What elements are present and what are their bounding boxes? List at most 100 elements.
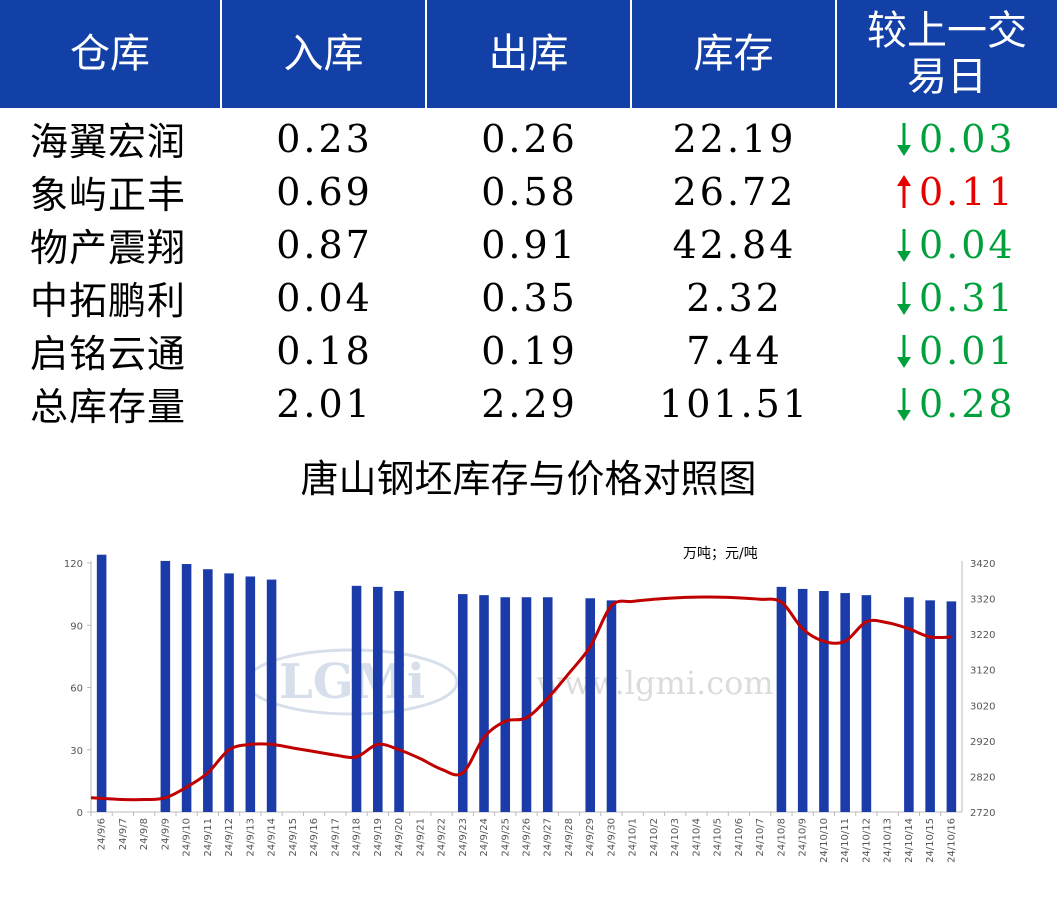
inbound-value: 0.87 (276, 222, 373, 267)
x-tick-label: 24/9/13 (245, 818, 256, 857)
x-tick-label: 24/9/8 (139, 818, 150, 850)
inventory-bar (521, 597, 532, 812)
arrow-down-icon (897, 122, 911, 156)
change-value: 0.31 (919, 275, 1016, 320)
outbound-value: 0.35 (481, 275, 578, 320)
inventory-bar (542, 597, 553, 812)
inventory-bar (373, 586, 383, 812)
y-right-tick-label: 3320 (970, 595, 995, 606)
outbound-value: 0.58 (481, 169, 578, 214)
x-tick-label: 24/9/29 (585, 818, 596, 857)
inventory-bar (819, 591, 829, 812)
chart-area: LGMiwww.lgmi.com 0 30 60 90 120 2720 2820 2920 30… (0, 430, 1057, 907)
stock-value: 101.51 (659, 381, 810, 426)
x-tick-label: 24/9/22 (437, 818, 448, 857)
x-tick-label: 24/9/24 (479, 818, 490, 857)
y-left-tick-label: 0 (77, 808, 83, 819)
x-tick-label: 24/9/16 (309, 818, 320, 857)
y-right-tick-label: 2820 (970, 772, 995, 783)
arrow-down-icon (897, 387, 911, 421)
chart-title: 唐山钢坯库存与价格对照图 (300, 457, 757, 501)
outbound-value: 2.29 (481, 381, 578, 426)
warehouse-name: 海翼宏润 (30, 120, 187, 164)
outbound-value: 0.19 (481, 328, 578, 373)
inventory-bar (457, 594, 468, 812)
y-right-tick-label: 2920 (970, 737, 995, 748)
inventory-bar (351, 585, 362, 812)
x-tick-label: 24/10/5 (713, 818, 724, 857)
watermark: LGMiwww.lgmi.com (245, 648, 774, 716)
change-value: 0.11 (919, 169, 1016, 214)
header-change-text: 较上一交易日 (867, 8, 1027, 100)
y-left-tick-label: 30 (70, 746, 83, 757)
x-tick-label: 24/9/14 (267, 818, 278, 857)
change-cell: 0.01 (837, 324, 1057, 377)
x-tick-label: 24/9/21 (415, 818, 426, 857)
inventory-bar (585, 598, 596, 812)
inventory-bar (904, 597, 914, 812)
price-line (90, 595, 952, 802)
x-tick-label: 24/10/10 (819, 818, 830, 863)
x-tick-label: 24/9/17 (330, 818, 341, 857)
inbound-value: 0.23 (276, 116, 373, 161)
x-tick-label: 24/10/9 (798, 818, 809, 857)
change-value: 0.04 (919, 222, 1016, 267)
table-row: 象屿正丰 0.69 0.58 26.72 0.11 (0, 165, 1057, 218)
header-outbound: 出库 (427, 0, 632, 108)
table-row: 中拓鹏利 0.04 0.35 2.32 0.31 (0, 271, 1057, 324)
inventory-bar (181, 564, 192, 812)
warehouse-name: 中拓鹏利 (30, 279, 187, 323)
inventory-bar (245, 576, 256, 812)
x-tick-label: 24/9/9 (160, 818, 171, 850)
inventory-bar (925, 600, 935, 812)
x-tick-label: 24/9/26 (522, 818, 533, 857)
inventory-bar (946, 601, 957, 812)
y-left-tick-label: 90 (70, 621, 83, 632)
inventory-bar (479, 595, 489, 812)
x-tick-label: 24/9/10 (182, 818, 193, 857)
x-tick-label: 24/9/6 (97, 818, 108, 850)
x-tick-label: 24/10/11 (840, 818, 851, 863)
y-right-tick-label: 3020 (970, 701, 995, 712)
x-tick-label: 24/9/12 (224, 818, 235, 857)
inbound-value: 0.04 (276, 275, 373, 320)
arrow-down-icon (897, 228, 911, 262)
x-tick-label: 24/9/11 (203, 818, 214, 857)
inventory-bar (160, 560, 171, 812)
x-tick-label: 24/10/7 (755, 818, 766, 857)
x-tick-label: 24/10/2 (649, 818, 660, 857)
x-tick-label: 24/9/30 (606, 818, 617, 857)
x-tick-label: 24/10/14 (904, 818, 915, 863)
x-tick-label: 24/9/15 (288, 818, 299, 857)
stock-value: 42.84 (672, 222, 797, 267)
header-change: 较上一交易日 (837, 0, 1057, 108)
x-tick-label: 24/10/12 (861, 818, 872, 863)
x-tick-label: 24/9/23 (458, 818, 469, 857)
y-right-tick-label: 3420 (970, 559, 995, 570)
change-value: 0.28 (919, 381, 1016, 426)
arrow-up-icon (897, 174, 911, 208)
inventory-bar (840, 593, 850, 812)
header-stock: 库存 (632, 0, 837, 108)
inbound-value: 0.18 (276, 328, 373, 373)
header-inbound: 入库 (222, 0, 427, 108)
x-tick-label: 24/10/13 (883, 818, 894, 863)
table-row: 海翼宏润 0.23 0.26 22.19 0.03 (0, 112, 1057, 165)
warehouse-name: 总库存量 (30, 385, 187, 429)
x-tick-label: 24/10/16 (946, 818, 957, 863)
x-tick-label: 24/10/15 (925, 818, 936, 863)
table-row: 总库存量 2.01 2.29 101.51 0.28 (0, 377, 1057, 430)
watermark-url: www.lgmi.com (536, 664, 774, 702)
inventory-bar (776, 586, 787, 812)
y-right-tick-label: 3120 (970, 666, 995, 677)
inventory-bar (203, 569, 213, 812)
warehouse-name: 启铭云通 (30, 332, 187, 376)
outbound-value: 0.26 (481, 116, 578, 161)
stock-value: 22.19 (672, 116, 797, 161)
outbound-value: 0.91 (481, 222, 578, 267)
inventory-bar (394, 591, 404, 812)
table-header-row: 仓库 入库 出库 库存 较上一交易日 (0, 0, 1057, 108)
change-value: 0.01 (919, 328, 1016, 373)
stock-value: 26.72 (672, 169, 797, 214)
x-tick-label: 24/9/27 (543, 818, 554, 857)
